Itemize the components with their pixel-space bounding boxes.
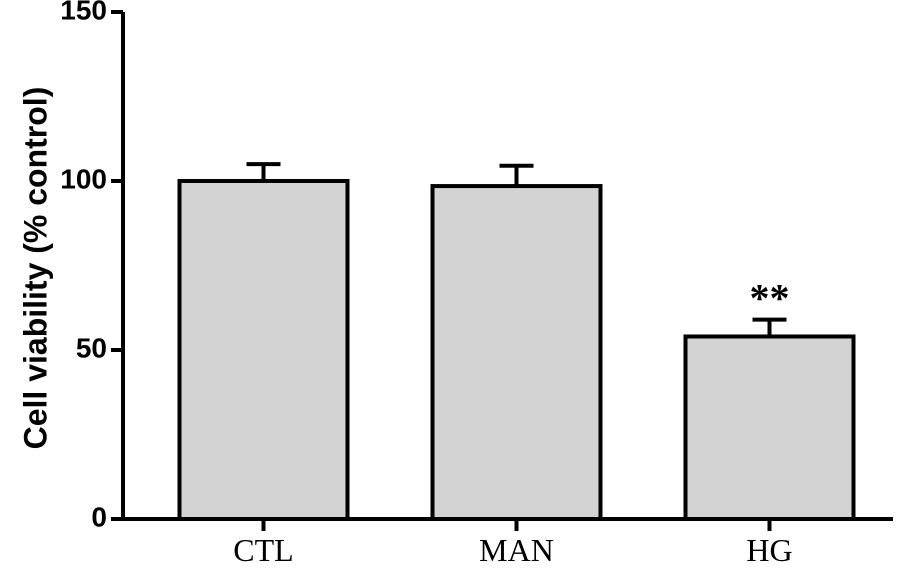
- significance-marker: **: [750, 276, 790, 321]
- y-tick-label: 0: [91, 501, 107, 532]
- x-tick-label: HG: [746, 532, 792, 568]
- y-tick-label: 50: [76, 332, 107, 363]
- bar-ctl: [177, 179, 350, 521]
- y-axis-title: Cell viability (% control): [17, 87, 53, 450]
- bar-hg: [683, 334, 856, 522]
- x-tick-label: CTL: [233, 532, 293, 568]
- x-tick-label: MAN: [479, 532, 554, 568]
- y-axis: 0 50 100 150: [60, 0, 125, 532]
- y-tick-label: 100: [60, 163, 107, 194]
- bars: [177, 179, 856, 522]
- error-bars: [246, 162, 787, 337]
- annotations: **: [750, 276, 790, 321]
- y-axis-title-group: Cell viability (% control): [17, 87, 53, 450]
- y-tick-label: 150: [60, 0, 107, 25]
- bar-man: [430, 184, 603, 521]
- x-axis: CTL MAN HG: [121, 517, 893, 568]
